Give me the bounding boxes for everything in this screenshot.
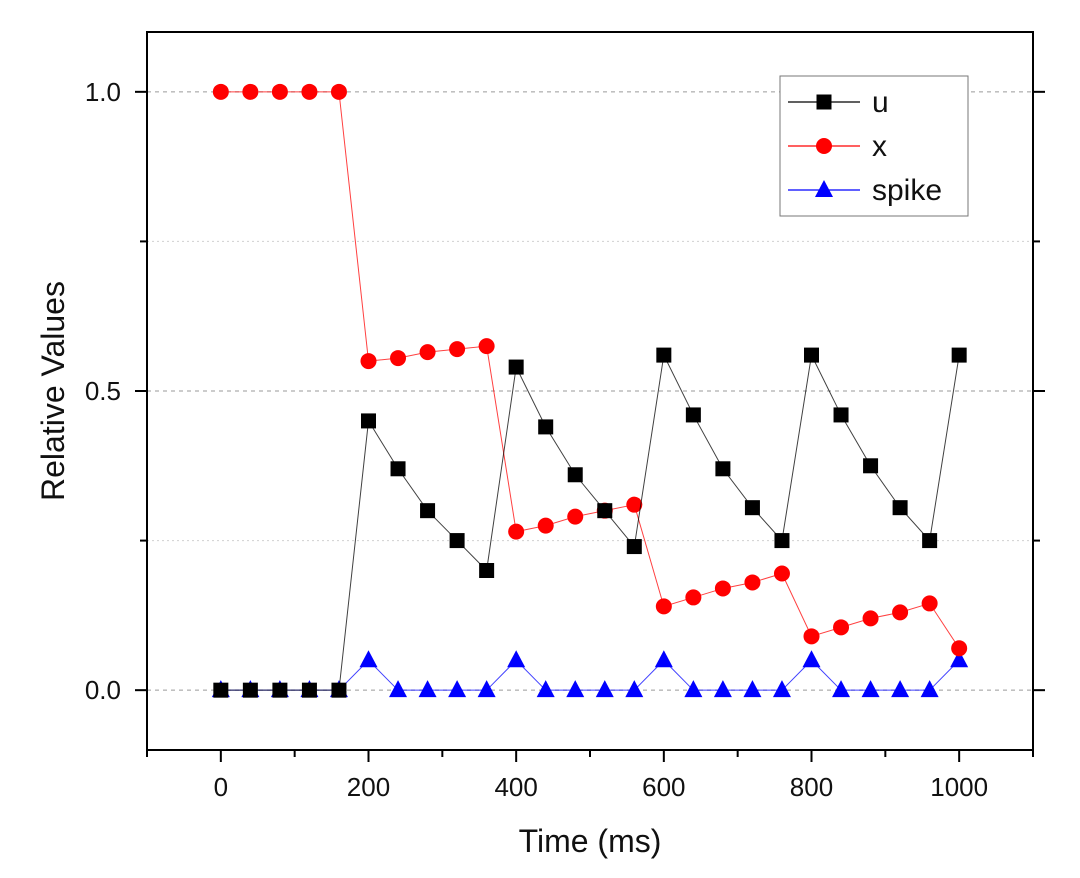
data-point-u [715,461,731,477]
data-point-spike [418,680,437,698]
series-line-u [220,353,960,691]
data-point-x [744,574,761,591]
data-point-u [922,533,938,549]
x-tick-label: 800 [790,772,833,802]
data-point-x [449,341,466,358]
data-point-u [508,359,524,375]
data-point-u [449,533,465,549]
data-point-spike [802,650,821,668]
data-point-x [803,628,820,645]
data-point-x [390,350,407,367]
data-point-spike [448,680,467,698]
data-point-spike [595,680,614,698]
data-point-u [301,682,317,698]
data-point-spike [891,680,910,698]
data-point-spike [477,680,496,698]
legend-label-spike: spike [872,174,942,207]
data-point-x [833,619,850,636]
data-point-x [212,83,229,100]
x-tick-label: 600 [642,772,685,802]
data-point-spike [507,650,526,668]
data-point-spike [625,680,644,698]
data-point-u [538,419,554,435]
data-point-x [419,344,436,361]
data-point-spike [654,650,673,668]
data-point-x [685,589,702,606]
data-point-spike [684,680,703,698]
data-point-u [685,407,701,423]
y-tick-label: 0.5 [85,376,121,406]
data-point-u [567,467,583,483]
data-point-x [301,83,318,100]
data-point-x [271,83,288,100]
series [211,83,969,698]
legend-label-x: x [872,130,887,163]
x-tick-label: 0 [214,772,228,802]
legend-marker-x [816,138,832,154]
data-point-x [508,523,525,540]
legend-marker-spike [815,180,833,197]
data-point-u [656,347,672,363]
data-point-x [567,508,584,525]
data-point-spike [713,680,732,698]
data-point-x [478,338,495,355]
data-point-x [773,565,790,582]
data-point-u [892,500,908,516]
legend: ux spike [779,75,969,217]
data-point-u [863,458,879,474]
series-u [213,347,967,698]
y-axis-title: Relative Values [35,281,71,501]
data-point-u [390,461,406,477]
data-point-spike [772,680,791,698]
data-point-u [331,682,347,698]
data-point-u [213,682,229,698]
data-point-u [951,347,967,363]
y-tick-label: 0.0 [85,675,121,705]
legend-label-u: u [872,86,889,119]
data-point-x [862,610,879,627]
data-point-u [361,413,376,429]
x-tick-label: 1000 [930,772,988,802]
data-point-u [833,407,849,423]
series-x [212,83,968,657]
data-point-spike [920,680,939,698]
data-point-spike [566,680,585,698]
data-point-x [626,496,643,513]
data-point-x [921,595,938,612]
data-point-u [804,347,819,363]
data-point-spike [832,680,851,698]
data-point-spike [950,650,969,668]
data-point-spike [536,680,555,698]
data-point-x [714,580,731,597]
x-tick-label: 400 [494,772,537,802]
x-axis-title: Time (ms) [519,823,662,859]
data-point-u [626,539,642,555]
data-point-spike [389,680,408,698]
data-point-x [655,598,672,615]
data-point-x [242,83,259,100]
legend-marker-u [816,94,832,110]
axes: 0 200 400 600 800 1000 0.0 0.5 1.0 Time (ms) Relat… [35,31,1045,859]
data-point-x [892,604,909,621]
data-point-spike [743,680,762,698]
data-point-x [951,640,968,657]
data-point-u [272,682,288,698]
y-tick-label: 1.0 [85,77,121,107]
data-point-x [360,353,377,370]
x-tick-label: 200 [347,772,390,802]
data-point-u [597,503,613,519]
data-point-spike [359,650,378,668]
data-point-u [479,563,495,578]
data-point-x [537,517,554,534]
data-point-spike [861,680,880,698]
data-point-u [420,503,436,519]
data-point-u [774,533,790,549]
data-point-u [242,682,258,698]
data-point-x [330,83,347,100]
data-point-u [744,500,760,516]
